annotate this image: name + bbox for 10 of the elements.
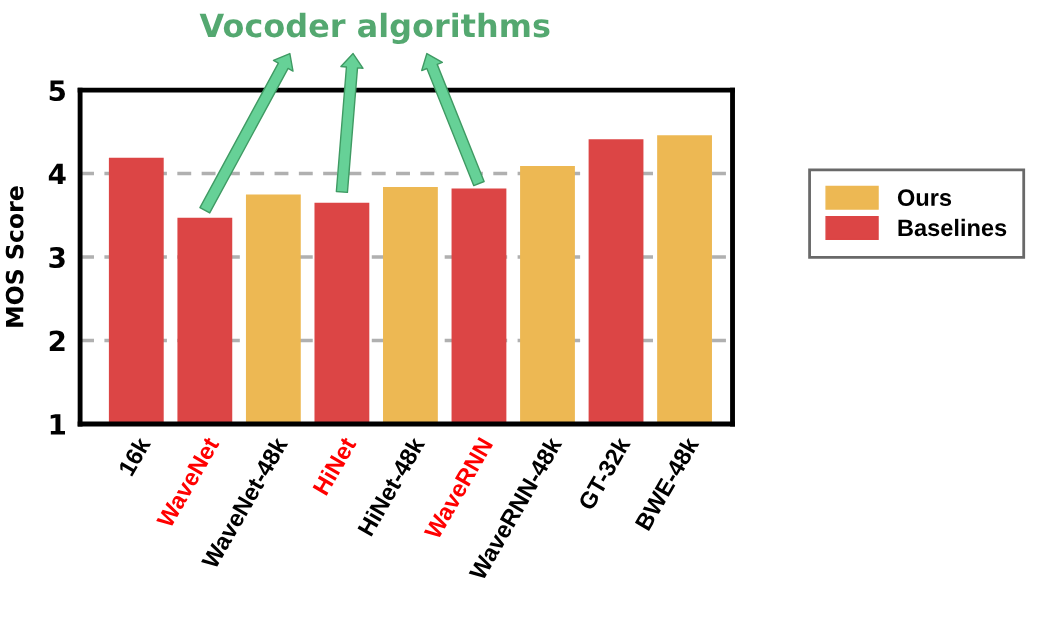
y-tick-label: 2 xyxy=(49,330,65,352)
y-tick-label: 1 xyxy=(50,414,65,435)
y-tick-label: 5 xyxy=(49,80,65,102)
y-tick-label: 4 xyxy=(48,163,66,185)
y-tick-label: 3 xyxy=(49,246,65,268)
legend-label: Ours xyxy=(897,189,952,207)
legend-label: Baselines xyxy=(898,218,1007,237)
y-axis-title: MOS Score xyxy=(5,186,24,327)
x-tick-label: 16k xyxy=(117,435,152,477)
text: Vocoder algorithms xyxy=(199,12,550,44)
